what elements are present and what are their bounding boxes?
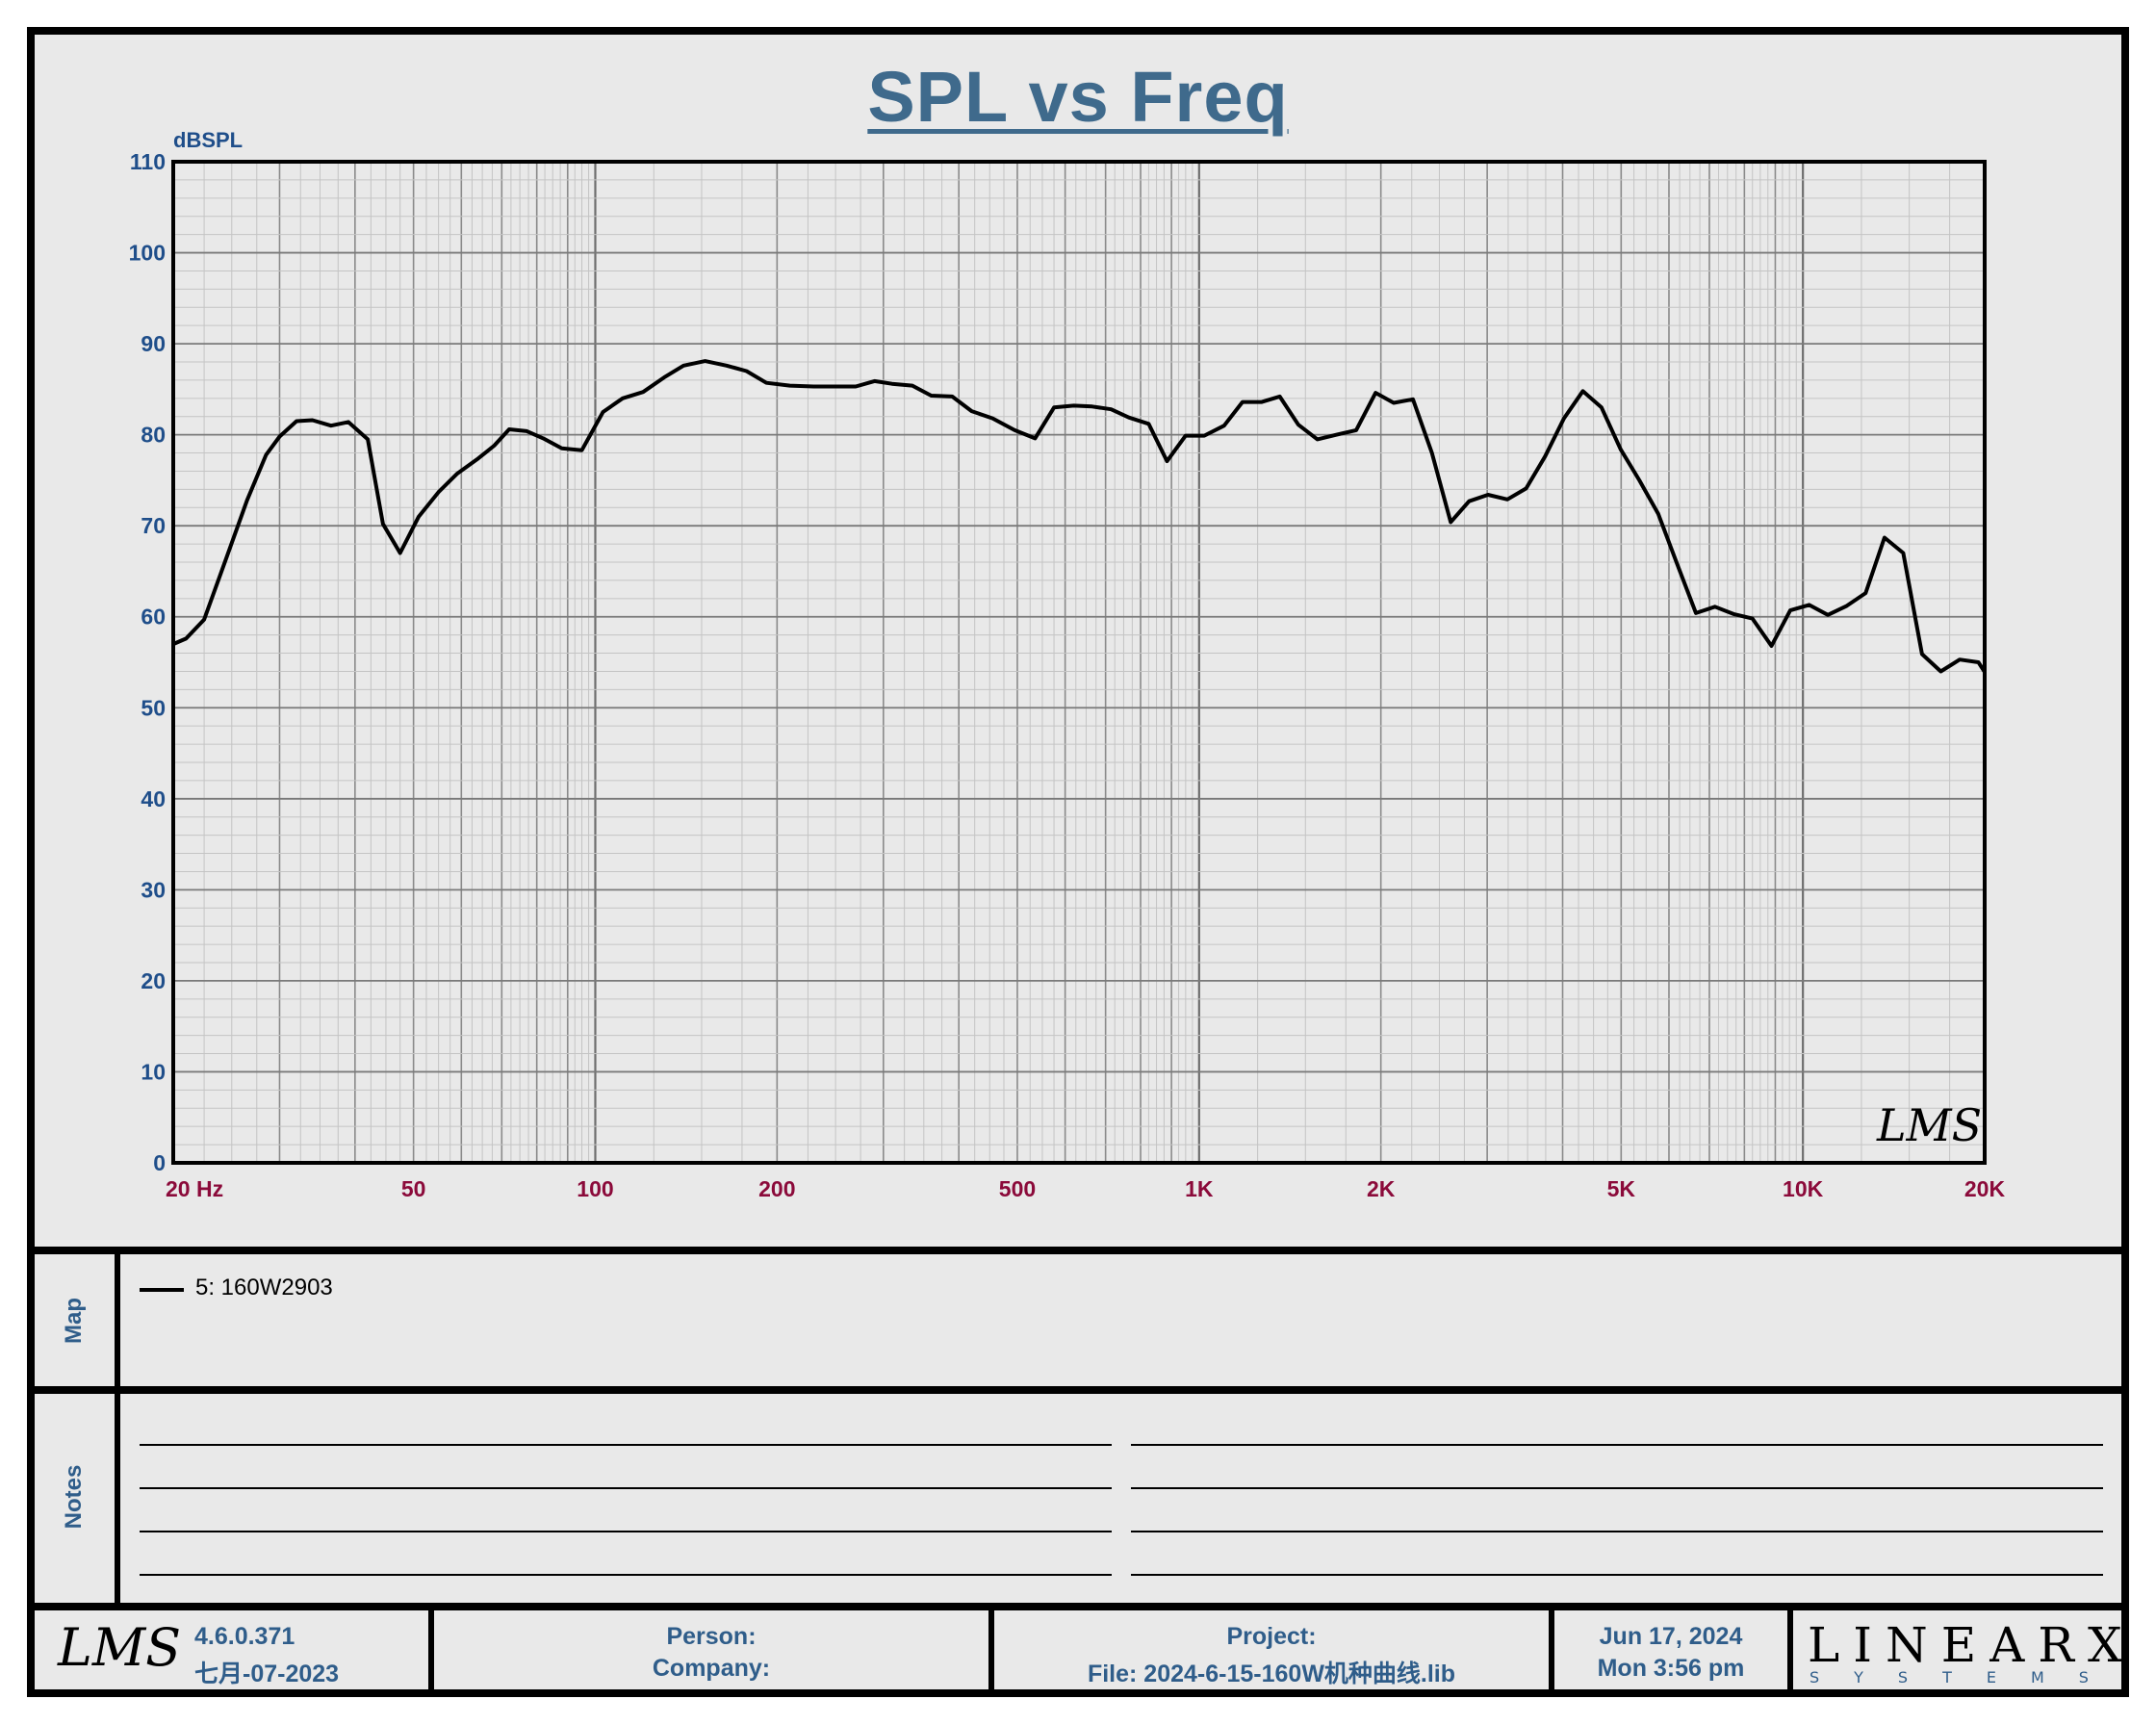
y-tick-label: 30 — [141, 877, 166, 902]
note-line — [1131, 1531, 2103, 1532]
grid — [173, 162, 1985, 1163]
report-date: Jun 17, 2024 — [1599, 1623, 1743, 1650]
note-line — [140, 1444, 1112, 1446]
person-label: Person: — [666, 1623, 757, 1650]
map-notes-gutter — [115, 1247, 120, 1605]
linearx-systems-text: SYSTEMS — [1810, 1668, 2123, 1686]
linearx-logo: LINEARX — [1808, 1617, 2136, 1673]
x-tick-label: 20 Hz — [166, 1176, 223, 1201]
x-tick-label: 500 — [999, 1176, 1036, 1201]
note-line — [140, 1531, 1112, 1532]
series — [173, 359, 1985, 676]
x-tick-label: 2K — [1367, 1176, 1396, 1201]
y-tick-label: 70 — [141, 513, 166, 538]
y-tick-label: 80 — [141, 423, 166, 448]
plot-background — [173, 162, 1985, 1163]
file-name: File: 2024-6-15-160W机种曲线.lib — [1087, 1661, 1456, 1687]
footer-sep-1 — [428, 1603, 434, 1691]
lms-chart-logo: LMS — [1876, 1099, 1982, 1151]
legend-swatch — [140, 1288, 184, 1292]
x-tick-label: 50 — [401, 1176, 426, 1201]
series-line-160w2903 — [173, 359, 1985, 676]
notes-divider — [27, 1386, 2129, 1394]
footer-sep-2 — [988, 1603, 994, 1691]
chart-title: SPL vs Freq — [867, 57, 1289, 137]
y-tick-label: 110 — [130, 149, 166, 174]
x-tick-label: 100 — [577, 1176, 613, 1201]
version-number: 4.6.0.371 — [194, 1623, 295, 1650]
note-line — [1131, 1444, 2103, 1446]
spl-chart: dBSPL 0 10 20 30 40 50 60 70 80 90 100 110 20 Hz 50 10… — [129, 128, 2006, 1201]
y-tick-label: 0 — [153, 1150, 166, 1175]
x-tick-label: 5K — [1607, 1176, 1636, 1201]
y-tick-label: 20 — [141, 968, 166, 993]
x-tick-label: 1K — [1185, 1176, 1214, 1201]
y-tick-label: 60 — [141, 605, 166, 630]
note-line — [140, 1574, 1112, 1576]
company-label: Company: — [652, 1655, 771, 1682]
note-line — [1131, 1574, 2103, 1576]
y-tick-label: 10 — [141, 1059, 166, 1084]
legend-entry: 5: 160W2903 — [195, 1274, 333, 1300]
x-tick-label: 20K — [1964, 1176, 2006, 1201]
tick-labels: 0 10 20 30 40 50 60 70 80 90 100 110 20 Hz 50 100 200 50… — [129, 149, 2006, 1201]
y-tick-label: 90 — [141, 331, 166, 356]
x-tick-label: 200 — [758, 1176, 795, 1201]
build-date: 七月-07-2023 — [194, 1661, 340, 1687]
note-line — [1131, 1487, 2103, 1489]
map-divider — [27, 1247, 2129, 1254]
y-tick-label: 40 — [141, 786, 166, 811]
note-line — [140, 1487, 1112, 1489]
y-tick-label: 50 — [141, 695, 166, 720]
footer-divider — [27, 1603, 2129, 1610]
plot-border — [171, 160, 1987, 1165]
y-tick-label: 100 — [129, 241, 166, 266]
lms-footer-logo: LMS — [58, 1617, 182, 1678]
project-label: Project: — [1226, 1623, 1317, 1650]
footer-sep-4 — [1787, 1603, 1793, 1691]
x-tick-label: 10K — [1783, 1176, 1824, 1201]
svg-text:LMS: LMS — [1876, 1099, 1982, 1151]
report-time: Mon 3:56 pm — [1597, 1655, 1745, 1682]
footer-sep-3 — [1549, 1603, 1554, 1691]
y-axis-label: dBSPL — [173, 128, 243, 152]
